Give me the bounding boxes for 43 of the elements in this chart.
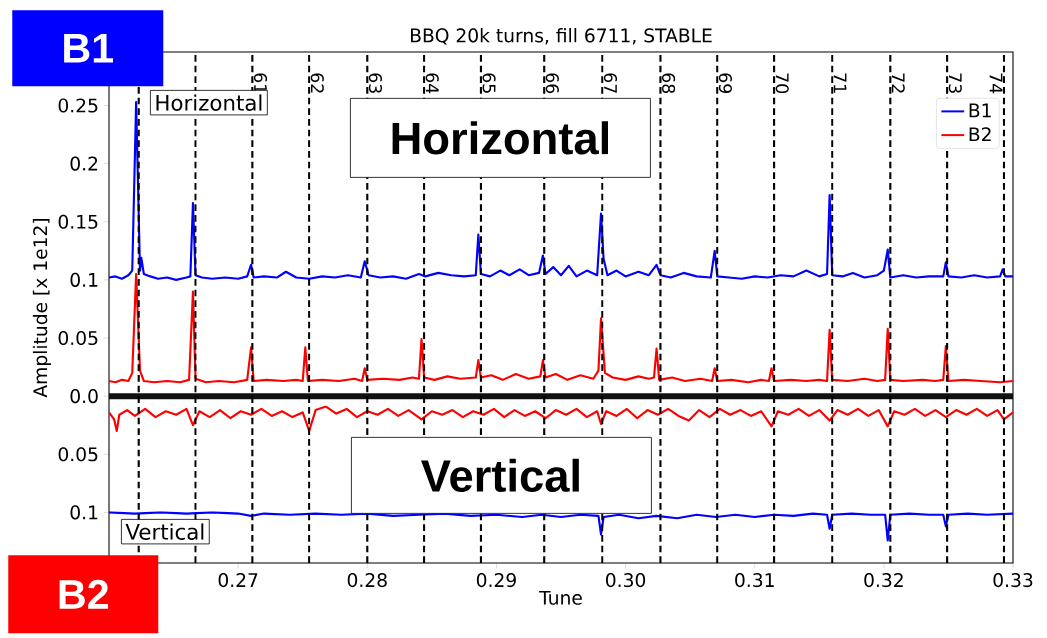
annotation: 73 [948, 73, 962, 93]
y-tick-label: 0.05 [58, 330, 98, 346]
annotation: 63 [368, 73, 382, 93]
x-tick-label: 0.32 [864, 573, 903, 588]
y-tick-label: 0.0 [70, 389, 98, 404]
x-tick-label: 0.28 [347, 573, 387, 588]
line-series [109, 511, 1013, 542]
annotation: Horizontal [156, 94, 262, 111]
annotation: 62 [310, 73, 324, 93]
annotation: 69 [718, 73, 732, 94]
line-series [109, 272, 1013, 384]
annotation: 61 [253, 73, 268, 93]
y-tick-label: 0.1 [70, 272, 98, 287]
y-tick-label: 0.2 [70, 156, 98, 171]
annotation: Vertical [125, 523, 204, 540]
legend-label: B2 [969, 127, 991, 142]
annotation: 71 [833, 73, 847, 93]
annotation: 68 [662, 73, 676, 94]
y-tick-label: 0.15 [58, 214, 98, 229]
annotation: 64 [425, 73, 439, 94]
x-tick-label: 0.33 [993, 573, 1033, 588]
x-tick-label: 0.27 [218, 573, 258, 588]
x-tick-label: 0.29 [476, 573, 516, 588]
x-tick-label: 0.31 [735, 573, 774, 588]
annotation: B1 [64, 34, 114, 63]
legend-label: B1 [969, 103, 991, 118]
annotation: 74 [989, 73, 1003, 94]
annotation: Vertical [421, 458, 579, 493]
annotation: 67 [603, 73, 618, 93]
y-tick-label: 0.25 [58, 98, 98, 113]
x-axis-title: Tune [539, 590, 582, 605]
y-axis-title: Amplitude [x 1e12] [32, 218, 51, 398]
annotation: Horizontal [392, 121, 609, 155]
annotation: 65 [482, 73, 496, 93]
y-tick-label: 0.1 [70, 505, 98, 520]
annotation: 72 [891, 73, 905, 93]
annotation: 66 [545, 73, 559, 94]
y-tick-label: 0.05 [58, 447, 98, 462]
x-tick-label: 0.30 [606, 573, 646, 588]
chart-title: BBQ 20k turns, fill 6711, STABLE [411, 28, 712, 45]
line-series [109, 405, 1013, 433]
text: B2 [59, 579, 109, 609]
annotation: 70 [775, 73, 789, 94]
